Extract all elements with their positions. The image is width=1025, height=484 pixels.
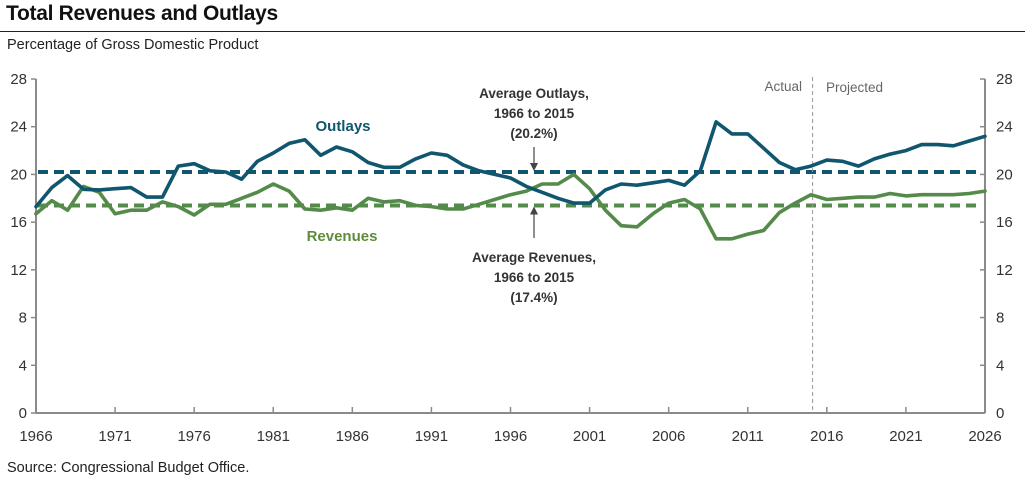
x-tick-label: 2016 [810,428,843,445]
source-note: Source: Congressional Budget Office. [7,460,250,476]
right-y-tick-label: 8 [996,310,1004,327]
x-tick-label: 1986 [336,428,369,445]
avg-outlays-label-line-1: Average Outlays, [479,86,589,101]
actual-label: Actual [764,79,802,94]
x-tick-label: 2021 [889,428,922,445]
x-tick-label: 1996 [494,428,527,445]
avg-revenues-arrowhead-icon [530,206,538,215]
x-tick-label: 2006 [652,428,685,445]
x-tick-label: 1991 [415,428,448,445]
chart-subtitle: Percentage of Gross Domestic Product [7,37,259,53]
avg-revenues-label-line-3: (17.4%) [510,290,557,305]
left-y-tick-label: 8 [19,310,27,327]
chart-title: Total Revenues and Outlays [6,2,278,25]
revenues-series-label: Revenues [307,228,378,245]
avg-revenues-label-line-1: Average Revenues, [472,250,596,265]
left-y-tick-label: 28 [10,71,27,88]
right-y-tick-label: 20 [996,166,1013,183]
right-y-tick-label: 16 [996,214,1013,231]
x-tick-label: 2001 [573,428,606,445]
right-y-tick-label: 12 [996,262,1013,279]
avg-outlays-label-line-3: (20.2%) [510,126,557,141]
outlays-line [34,120,987,209]
left-y-tick-label: 0 [19,405,27,422]
axes: 0 0 4 4 8 8 12 12 16 16 20 20 24 24 28 28 1966 1971 1976 19… [10,71,1012,445]
series-lines [34,120,987,241]
right-y-tick-label: 28 [996,71,1013,88]
avg-outlays-arrowhead-icon [530,163,538,172]
avg-revenues-label-line-2: 1966 to 2015 [494,270,575,285]
annotations: Outlays Revenues Average Outlays, 1966 t… [307,79,883,305]
title-divider [0,31,1025,32]
x-tick-label: 2026 [968,428,1001,445]
x-tick-label: 1971 [98,428,131,445]
left-y-tick-label: 4 [19,357,27,374]
right-y-tick-label: 4 [996,357,1004,374]
revenues-line [34,172,987,241]
avg-outlays-label-line-2: 1966 to 2015 [494,106,575,121]
left-y-tick-label: 20 [10,166,27,183]
left-y-tick-label: 12 [10,262,27,279]
left-y-tick-label: 24 [10,119,27,136]
x-tick-label: 1976 [177,428,210,445]
x-tick-label: 1981 [257,428,290,445]
left-y-tick-label: 16 [10,214,27,231]
right-y-tick-label: 0 [996,405,1004,422]
x-tick-label: 1966 [19,428,52,445]
reference-lines [38,147,981,238]
x-tick-label: 2011 [732,428,764,445]
projected-label: Projected [826,80,883,95]
right-y-tick-label: 24 [996,119,1013,136]
outlays-series-label: Outlays [315,118,370,135]
